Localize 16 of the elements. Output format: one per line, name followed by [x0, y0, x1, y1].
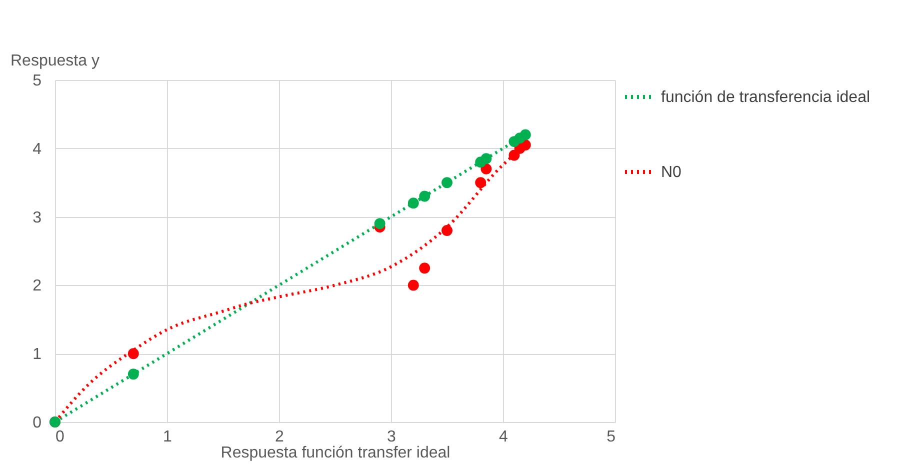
- x-axis-title: Respuesta función transfer ideal: [220, 444, 450, 462]
- x-tick-label: 2: [275, 428, 284, 446]
- x-tick-label: 4: [499, 428, 508, 446]
- y-tick-label: 1: [32, 346, 42, 364]
- x-tick-label: 1: [163, 428, 172, 446]
- legend-label: N0: [661, 164, 682, 181]
- x-tick-label: 5: [606, 428, 616, 446]
- legend-label: función de transferencia ideal: [661, 89, 870, 106]
- y-axis-title: Respuesta y: [10, 52, 100, 70]
- y-tick-label: 3: [32, 209, 42, 226]
- y-tick-label: 4: [32, 140, 42, 158]
- y-tick-label: 2: [32, 278, 42, 295]
- x-tick-label: 3: [387, 428, 396, 446]
- y-tick-label: 0: [32, 414, 42, 432]
- x-tick-label: 0: [56, 428, 64, 446]
- y-tick-label: 5: [32, 72, 42, 90]
